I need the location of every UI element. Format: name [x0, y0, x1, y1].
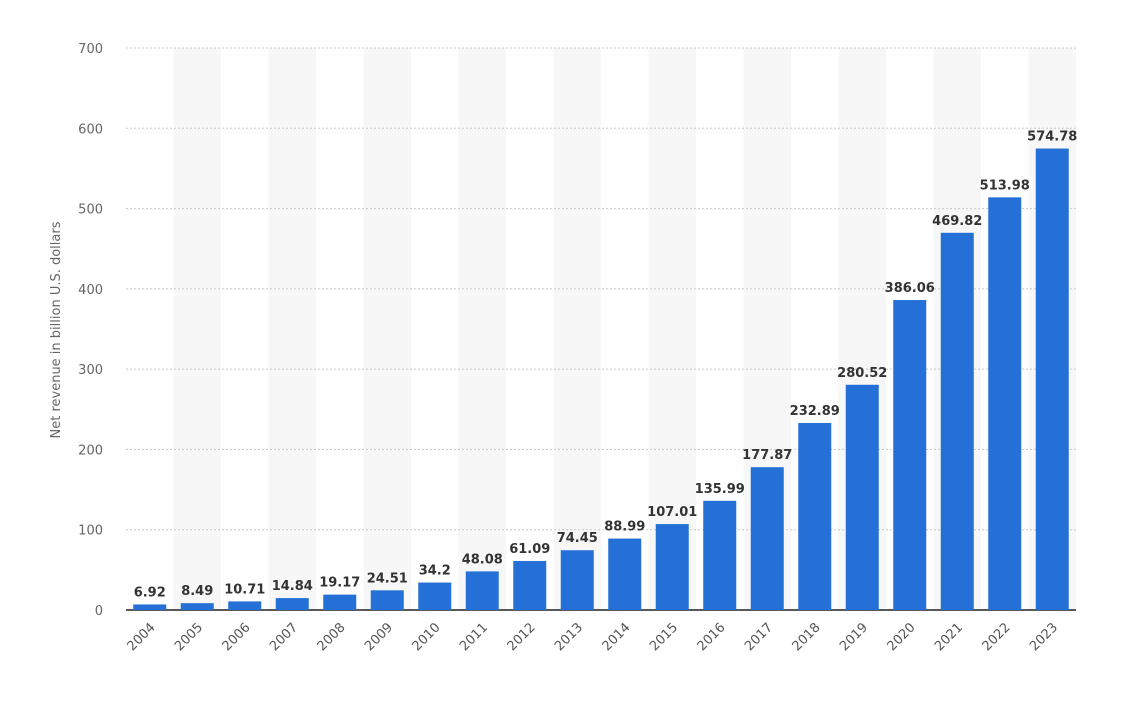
y-axis-label: Net revenue in billion U.S. dollars: [49, 221, 64, 438]
bar-2012: [513, 560, 547, 610]
bar-2014: [608, 538, 642, 610]
x-tick-label: 2020: [885, 620, 919, 654]
data-label: 24.51: [367, 571, 408, 586]
bar-2008: [323, 594, 357, 610]
data-label: 177.87: [742, 448, 792, 463]
data-label: 10.71: [224, 582, 265, 597]
x-tick-label: 2015: [647, 620, 681, 654]
data-label: 6.92: [134, 585, 166, 600]
bar-2021: [940, 232, 974, 611]
x-tick-label: 2007: [267, 620, 301, 654]
y-tick-label: 200: [78, 443, 103, 458]
bar-2005: [180, 603, 214, 610]
x-tick-label: 2017: [742, 620, 776, 654]
y-tick-label: 500: [78, 203, 103, 218]
data-label: 107.01: [647, 505, 697, 520]
bar-2017: [750, 467, 784, 610]
data-label: 135.99: [695, 482, 745, 497]
x-tick-label: 2018: [790, 620, 824, 654]
data-label: 386.06: [885, 281, 935, 296]
data-label: 469.82: [932, 214, 982, 229]
x-tick-label: 2014: [600, 620, 634, 654]
data-label: 48.08: [462, 552, 503, 567]
x-tick-label: 2022: [980, 620, 1014, 654]
y-tick-label: 700: [78, 42, 103, 57]
y-tick-label: 400: [78, 283, 103, 298]
bar-2006: [228, 601, 262, 610]
data-label: 74.45: [557, 531, 598, 546]
column-band: [458, 48, 506, 610]
bar-2010: [418, 582, 452, 610]
column-band: [363, 48, 411, 610]
column-band: [268, 48, 316, 610]
y-tick-label: 100: [78, 524, 103, 539]
x-tick-label: 2016: [695, 620, 729, 654]
x-tick-label: 2012: [505, 620, 539, 654]
bar-2013: [560, 550, 594, 610]
data-label: 88.99: [604, 520, 645, 535]
data-label: 34.2: [419, 564, 451, 579]
bar-2022: [988, 197, 1022, 611]
bar-2023: [1035, 148, 1069, 611]
bar-2007: [275, 598, 309, 610]
bar-2018: [798, 423, 832, 610]
x-tick-label: 2010: [410, 620, 444, 654]
bar-2009: [370, 590, 404, 610]
data-label: 574.78: [1027, 130, 1077, 145]
bar-2019: [845, 384, 879, 610]
x-tick-label: 2006: [220, 620, 254, 654]
bar-2015: [655, 524, 689, 610]
x-tick-label: 2021: [932, 620, 966, 654]
data-label: 513.98: [980, 178, 1030, 193]
column-band: [173, 48, 221, 610]
data-label: 280.52: [837, 366, 887, 381]
column-band: [553, 48, 601, 610]
data-label: 232.89: [790, 404, 840, 419]
x-tick-label: 2023: [1027, 620, 1061, 654]
x-tick-label: 2019: [837, 620, 871, 654]
data-label: 61.09: [509, 542, 550, 557]
x-tick-label: 2011: [457, 620, 491, 654]
x-tick-label: 2009: [362, 620, 396, 654]
bar-2016: [703, 500, 737, 610]
column-band: [648, 48, 696, 610]
data-label: 8.49: [181, 584, 213, 599]
data-label: 19.17: [319, 576, 360, 591]
x-tick-label: 2013: [552, 620, 586, 654]
x-tick-label: 2004: [125, 620, 159, 654]
data-label: 14.84: [272, 579, 313, 594]
bar-2020: [893, 300, 927, 610]
y-tick-label: 600: [78, 122, 103, 137]
bar-2011: [465, 571, 499, 610]
bar-2004: [133, 604, 167, 610]
y-tick-label: 300: [78, 363, 103, 378]
y-tick-label: 0: [95, 604, 103, 619]
x-tick-label: 2005: [172, 620, 206, 654]
x-tick-label: 2008: [315, 620, 349, 654]
